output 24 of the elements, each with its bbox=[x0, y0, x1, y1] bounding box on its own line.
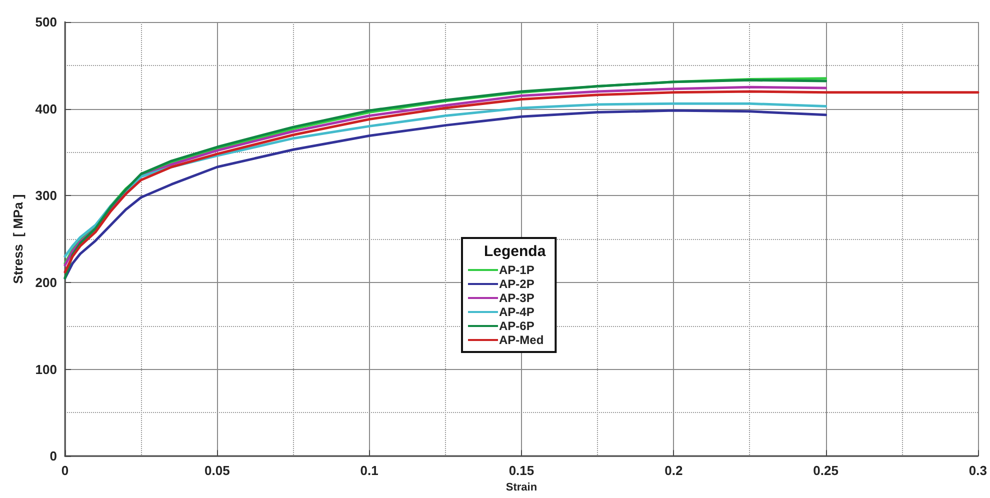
y-axis-title: Stress [ MPa ] bbox=[10, 194, 26, 284]
x-tick-label: 0.25 bbox=[813, 463, 838, 478]
y-tick-label: 500 bbox=[35, 14, 57, 30]
legend-label: AP-2P bbox=[499, 277, 534, 291]
x-tick-label: 0.3 bbox=[968, 463, 988, 478]
x-tick-label: 0.05 bbox=[204, 463, 230, 478]
line-series bbox=[64, 90, 980, 274]
x-tick-label: 0.15 bbox=[508, 463, 534, 478]
x-axis-title: Strain bbox=[506, 482, 538, 494]
legend-title: Legenda bbox=[484, 243, 546, 260]
x-tick-label: 0.2 bbox=[664, 463, 683, 478]
y-tick-label: 200 bbox=[35, 274, 57, 290]
y-tick-label: 400 bbox=[35, 101, 57, 116]
legend-label: AP-Med bbox=[499, 333, 544, 347]
line-series bbox=[64, 109, 828, 280]
legend-label: AP-6P bbox=[499, 319, 534, 333]
legend-label: AP-3P bbox=[499, 291, 534, 305]
y-tick-label: 300 bbox=[35, 188, 57, 204]
y-tick-label: 0 bbox=[50, 448, 57, 464]
x-tick-label: 0 bbox=[61, 463, 69, 478]
y-tick-label: 100 bbox=[35, 362, 57, 377]
legend-label: AP-4P bbox=[499, 305, 534, 319]
legend-label: AP-1P bbox=[499, 263, 534, 277]
x-tick-label: 0.1 bbox=[360, 463, 378, 478]
